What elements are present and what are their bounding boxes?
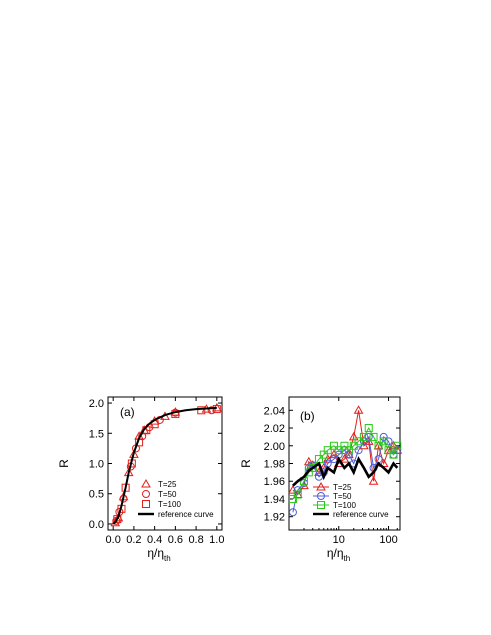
data-point bbox=[379, 432, 388, 441]
y-tick-label: 0.0 bbox=[89, 519, 104, 531]
legend-marker bbox=[141, 478, 151, 488]
x-tick-label: 0.0 bbox=[106, 534, 121, 546]
data-point bbox=[384, 437, 393, 446]
data-point bbox=[129, 449, 139, 458]
legend-label: T=50 bbox=[158, 490, 177, 499]
data-point bbox=[340, 441, 349, 450]
legend-label: T=100 bbox=[158, 500, 181, 509]
data-point bbox=[207, 406, 216, 415]
legend-label: T=25 bbox=[158, 480, 177, 489]
x-axis-label-subscript: th bbox=[344, 554, 351, 563]
x-tick-label: 100 bbox=[379, 534, 397, 546]
x-tick-label: 0.6 bbox=[168, 534, 183, 546]
data-point bbox=[393, 441, 402, 450]
x-tick-label: 0.4 bbox=[147, 534, 162, 546]
x-axis-label: η/ηth bbox=[327, 546, 350, 563]
y-axis-label: R bbox=[239, 459, 253, 468]
legend-marker bbox=[317, 492, 325, 500]
data-point bbox=[288, 494, 297, 503]
y-tick-label: 2.00 bbox=[264, 441, 285, 453]
reference-curve-line bbox=[112, 406, 217, 525]
x-axis-label-subscript: th bbox=[164, 554, 171, 563]
data-point bbox=[329, 441, 338, 450]
y-tick-label: 2.04 bbox=[264, 405, 285, 417]
legend-marker bbox=[142, 490, 150, 498]
x-tick-label: 0.8 bbox=[188, 534, 203, 546]
x-tick-label: 0.2 bbox=[126, 534, 141, 546]
series-line bbox=[292, 410, 398, 496]
data-point bbox=[354, 437, 363, 446]
x-tick-label: 1.0 bbox=[209, 534, 224, 546]
data-point bbox=[344, 450, 353, 459]
data-point bbox=[197, 406, 206, 415]
legend-label: T=100 bbox=[333, 501, 356, 510]
y-tick-label: 1.5 bbox=[89, 428, 104, 440]
panel-label: (b) bbox=[300, 409, 315, 423]
y-tick-label: 1.92 bbox=[264, 512, 285, 524]
data-point bbox=[353, 405, 364, 414]
legend-marker bbox=[317, 501, 325, 509]
data-point bbox=[113, 515, 122, 524]
legend-label: T=50 bbox=[333, 492, 352, 501]
chart-panel-b: 1.92 1.94 1.96 1.98 2.00 2.02 2.04 10 100 η/ηth R (… bbox=[239, 396, 403, 563]
data-point bbox=[364, 432, 373, 441]
x-tick-label: 10 bbox=[333, 534, 345, 546]
y-tick-label: 0.5 bbox=[89, 489, 104, 501]
data-point bbox=[349, 441, 358, 450]
y-tick-label: 1.98 bbox=[264, 459, 285, 471]
y-tick-label: 1.94 bbox=[264, 494, 285, 506]
data-point bbox=[344, 446, 353, 455]
legend-label: reference curve bbox=[333, 510, 389, 519]
data-point bbox=[340, 446, 349, 455]
data-point bbox=[354, 446, 363, 455]
panel-label: (a) bbox=[120, 405, 135, 419]
series-reference-curve bbox=[292, 456, 399, 487]
data-point bbox=[339, 454, 350, 463]
data-point bbox=[348, 431, 359, 441]
data-point bbox=[112, 516, 121, 525]
data-point bbox=[334, 446, 343, 455]
data-point bbox=[364, 424, 373, 433]
legend-label: reference curve bbox=[158, 510, 214, 519]
x-axis-label: η/ηth bbox=[147, 546, 170, 563]
data-point bbox=[323, 446, 332, 455]
data-point bbox=[368, 476, 379, 485]
y-tick-label: 2.0 bbox=[89, 398, 104, 410]
data-point bbox=[359, 437, 368, 446]
data-point bbox=[293, 490, 302, 499]
y-axis-label: R bbox=[57, 459, 71, 468]
data-point bbox=[369, 432, 378, 441]
data-point bbox=[288, 508, 297, 517]
data-point bbox=[288, 485, 298, 494]
legend-label: T=25 bbox=[333, 483, 352, 492]
series-reference-curve bbox=[112, 406, 217, 525]
y-tick-label: 1.0 bbox=[89, 459, 104, 471]
chart-panel-a: 0.0 0.5 1.0 1.5 2.0 0.0 0.2 0.4 0.6 0.8 1.0 η/ηth R (… bbox=[57, 396, 224, 563]
data-point bbox=[359, 432, 368, 441]
data-point bbox=[384, 446, 393, 455]
legend-marker bbox=[316, 481, 326, 491]
data-point bbox=[374, 441, 383, 450]
data-point bbox=[379, 437, 388, 446]
reference-curve-line bbox=[292, 456, 399, 487]
data-point bbox=[308, 463, 317, 472]
legend-marker bbox=[142, 500, 150, 508]
y-tick-label: 2.02 bbox=[264, 423, 285, 435]
y-tick-label: 1.96 bbox=[264, 476, 285, 488]
data-point bbox=[389, 450, 398, 459]
